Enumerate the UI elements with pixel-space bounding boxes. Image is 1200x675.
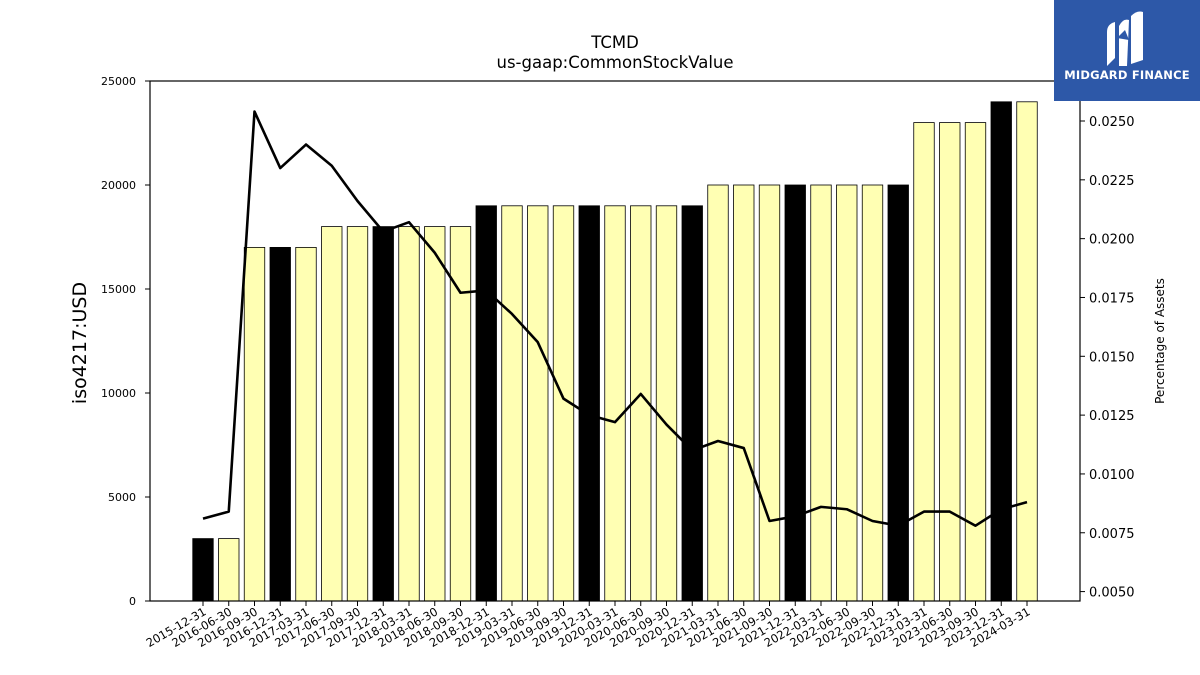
y-axis-label: iso4217:USD: [69, 282, 91, 404]
bar: [939, 122, 961, 602]
bar: [655, 205, 678, 602]
bar: [861, 184, 884, 602]
logo-text: MIDGARD FINANCE: [1064, 68, 1190, 82]
bar: [218, 538, 240, 602]
bar: [424, 226, 446, 602]
bar: [269, 246, 291, 602]
bar: [501, 205, 523, 602]
bar: [192, 538, 214, 602]
bar: [913, 122, 935, 602]
bar: [346, 226, 369, 602]
bar: [990, 101, 1012, 602]
bar: [475, 205, 497, 602]
y-tick-label: 25000: [101, 75, 136, 88]
y2-axis-label: Percentage of Assets: [1153, 278, 1167, 404]
bar: [527, 205, 549, 602]
bars-layer: [192, 101, 1038, 602]
y2-tick-label: 0.0200: [1089, 233, 1135, 248]
bar: [681, 205, 703, 602]
y2-tick-label: 0.0150: [1089, 350, 1135, 365]
chart-subtitle: us-gaap:CommonStockValue: [496, 53, 733, 72]
bar: [578, 205, 600, 602]
bar: [733, 184, 755, 602]
bar: [321, 226, 343, 602]
logo: MIDGARD FINANCE: [1054, 0, 1200, 101]
bar: [964, 122, 987, 602]
bar: [295, 246, 317, 602]
y-tick-label: 0: [129, 595, 136, 608]
y-tick-label: 15000: [101, 283, 136, 296]
line-layer: [202, 110, 1028, 528]
bar: [836, 184, 858, 602]
y2-tick-label: 0.0075: [1089, 527, 1135, 542]
bar: [810, 184, 832, 602]
bar: [604, 205, 626, 602]
y2-tick-label: 0.0175: [1089, 291, 1135, 306]
bar: [398, 226, 420, 602]
bar: [243, 246, 266, 602]
y-tick-label: 20000: [101, 179, 136, 192]
bar: [1016, 101, 1038, 602]
logo-mark-icon: [1107, 11, 1143, 67]
bar: [784, 184, 806, 602]
y2-tick-label: 0.0125: [1089, 409, 1135, 424]
bar: [887, 184, 909, 602]
y-tick-label: 10000: [101, 387, 136, 400]
y2-tick-label: 0.0250: [1089, 115, 1135, 130]
bar: [758, 184, 781, 602]
bar: [707, 184, 729, 602]
bar: [372, 226, 394, 602]
chart-title: TCMD: [590, 33, 639, 52]
y-tick-label: 5000: [108, 491, 136, 504]
percentage-line: [202, 110, 1028, 528]
y2-tick-label: 0.0100: [1089, 468, 1135, 483]
y2-tick-label: 0.0050: [1089, 586, 1135, 601]
y2-tick-label: 0.0225: [1089, 174, 1135, 189]
